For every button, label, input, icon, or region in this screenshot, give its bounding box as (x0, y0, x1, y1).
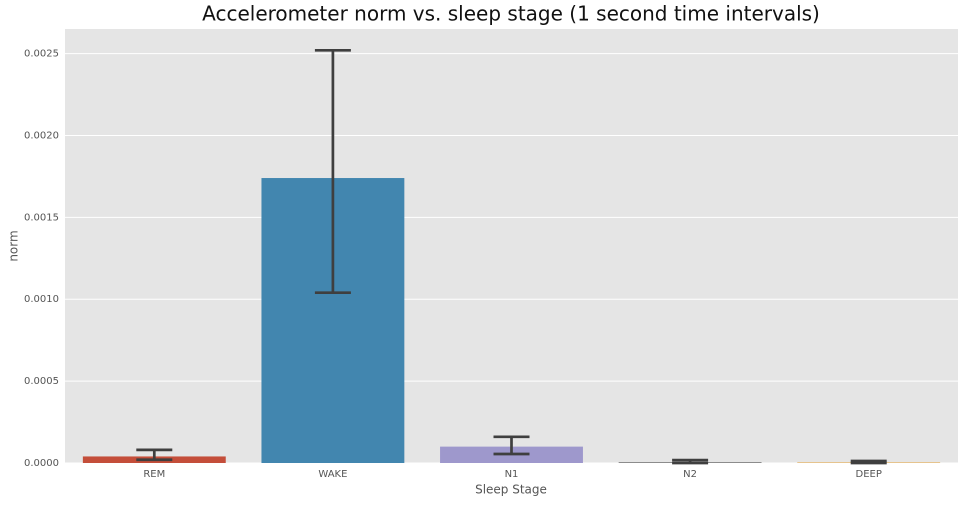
y-tick-label: 0.0005 (24, 376, 59, 387)
x-axis-label: Sleep Stage (475, 483, 547, 497)
y-axis-label: norm (7, 230, 21, 261)
y-tick-label: 0.0015 (24, 212, 59, 223)
x-tick-label: N1 (505, 469, 519, 480)
y-tick-label: 0.0020 (24, 130, 59, 141)
y-tick-label: 0.0025 (24, 49, 59, 60)
x-tick-label: N2 (683, 469, 697, 480)
x-tick-label: REM (143, 469, 165, 480)
x-tick-label: DEEP (856, 469, 882, 480)
y-tick-label: 0.0010 (24, 294, 59, 305)
plot-area (65, 29, 958, 463)
chart-title: Accelerometer norm vs. sleep stage (1 se… (202, 2, 820, 26)
x-tick-label: WAKE (318, 469, 347, 480)
y-tick-label: 0.0000 (24, 458, 59, 469)
